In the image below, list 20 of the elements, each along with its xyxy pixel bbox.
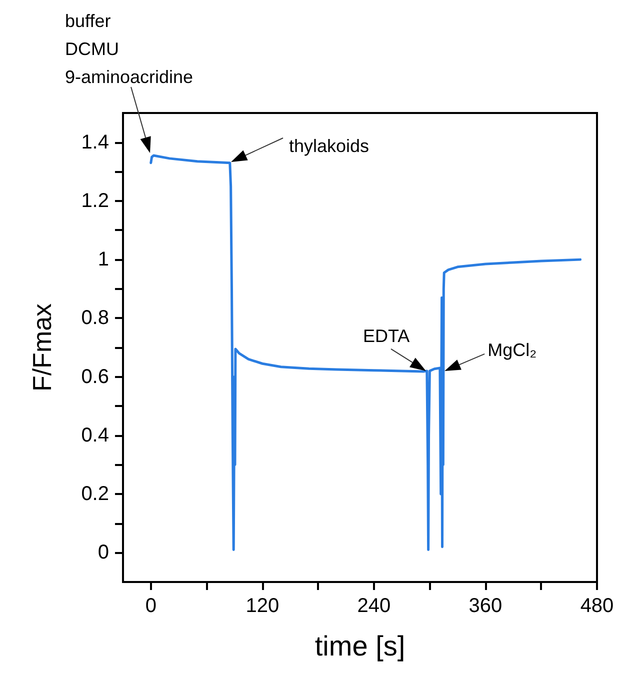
annotation: MgCl₂ xyxy=(488,340,537,360)
x-axis-title: time [s] xyxy=(314,630,406,662)
y-tick-label: 0.2 xyxy=(81,483,109,506)
y-tick-label: 0.4 xyxy=(81,424,109,446)
y-tick-label: 1.4 xyxy=(81,131,109,154)
y-tick-label: 0.8 xyxy=(81,307,109,330)
x-tick-label: 240 xyxy=(357,595,391,617)
x-tick-label: 480 xyxy=(580,595,614,617)
line-series xyxy=(150,154,582,552)
y-tick-label: 1.2 xyxy=(81,190,109,212)
y-tick-label: 1 xyxy=(98,248,109,271)
x-tick-label: 0 xyxy=(145,595,156,617)
y-tick-label: 0.6 xyxy=(81,366,109,388)
y-tick-label: 0 xyxy=(98,542,109,564)
x-tick-label: 360 xyxy=(468,595,502,617)
x-tick-label: 120 xyxy=(246,595,280,617)
annotation: thylakoids xyxy=(289,136,370,156)
y-axis-title: F/Fmax xyxy=(27,303,57,392)
text: buffer DCMU 9-aminoacridine xyxy=(65,11,194,87)
annotation: EDTA xyxy=(362,326,410,346)
